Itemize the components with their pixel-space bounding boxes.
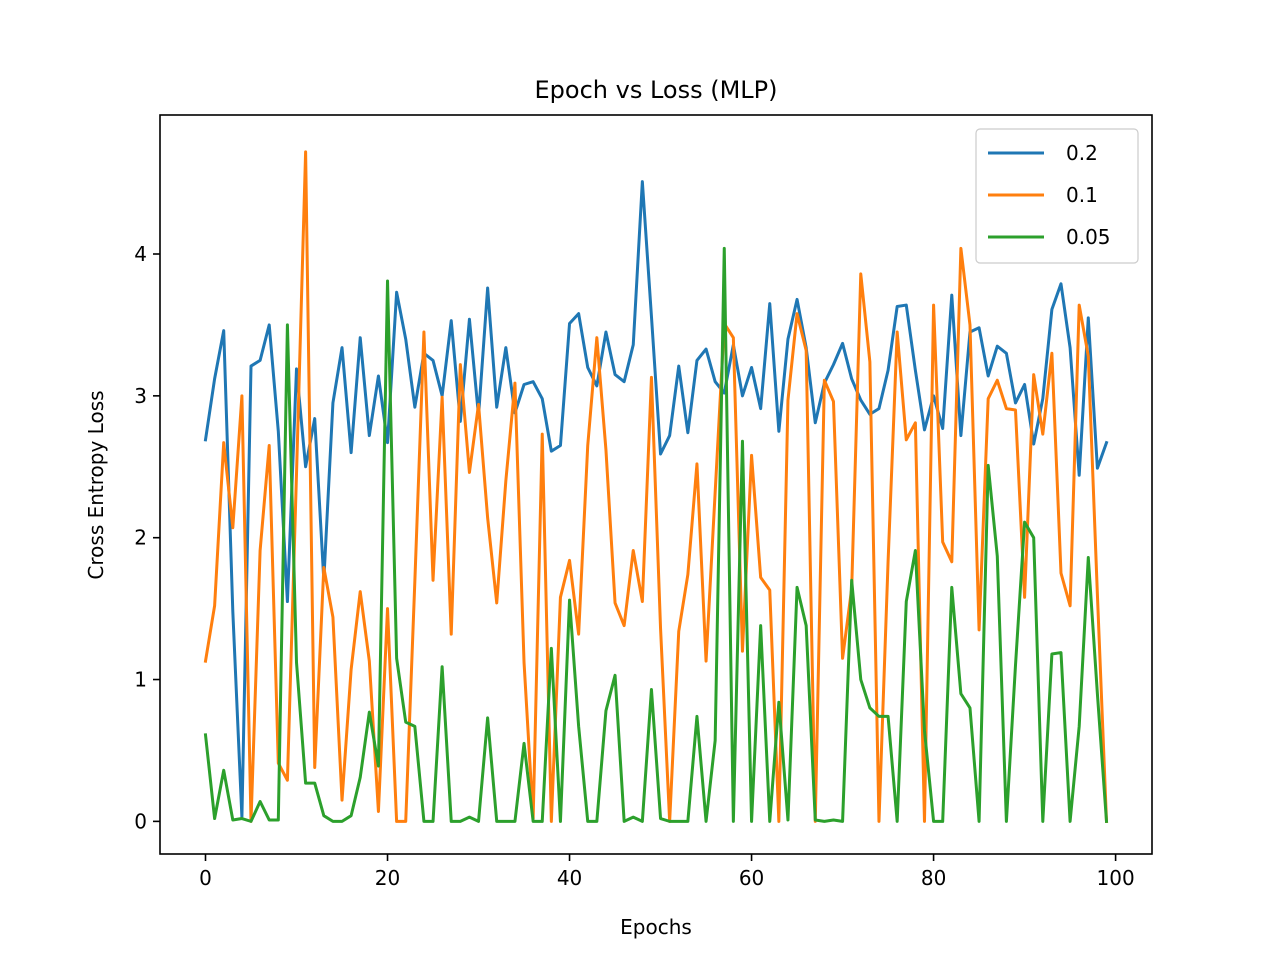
legend-label-2: 0.05 [1066, 225, 1111, 249]
plot-frame [159, 114, 1153, 855]
chart-title: Epoch vs Loss (MLP) [535, 76, 778, 104]
y-axis-label: Cross Entropy Loss [84, 390, 108, 579]
y-tick-label: 1 [134, 668, 147, 692]
x-tick-label: 0 [199, 866, 212, 890]
x-tick-label: 100 [1097, 866, 1135, 890]
plot-area [203, 150, 1109, 823]
axis-ticks: 0 20 40 60 80 100 0 1 2 3 4 [134, 242, 1134, 890]
y-tick-label: 0 [134, 809, 147, 833]
series-line-2 [203, 246, 1109, 823]
y-tick-label: 3 [134, 384, 147, 408]
y-tick-label: 2 [134, 526, 147, 550]
x-axis-label: Epochs [620, 915, 692, 939]
legend: 0.2 0.1 0.05 [975, 128, 1139, 264]
legend-box [975, 128, 1139, 264]
legend-label-1: 0.1 [1066, 183, 1098, 207]
x-tick-label: 80 [921, 866, 946, 890]
legend-label-0: 0.2 [1066, 141, 1098, 165]
x-tick-label: 60 [739, 866, 764, 890]
x-tick-label: 20 [375, 866, 400, 890]
series-line-1 [203, 150, 1109, 823]
y-tick-label: 4 [134, 242, 147, 266]
x-tick-label: 40 [557, 866, 582, 890]
